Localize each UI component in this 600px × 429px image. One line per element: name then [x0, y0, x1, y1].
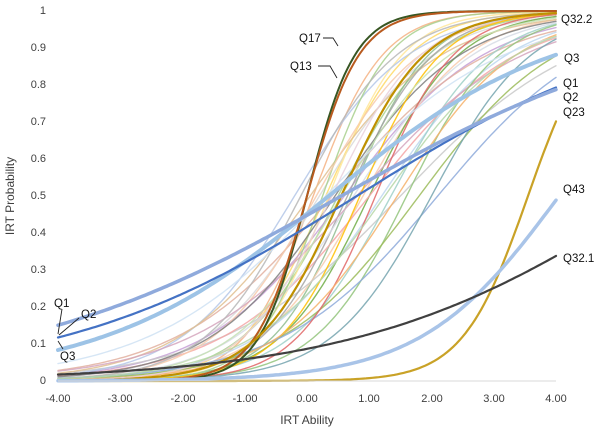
label-q23: Q23: [563, 107, 585, 119]
x-tick-label: -1.00: [232, 393, 257, 405]
y-tick-label: 0.9: [31, 42, 46, 54]
x-tick-label: -3.00: [107, 393, 132, 405]
label-q2-right: Q2: [563, 92, 578, 104]
label-q43: Q43: [563, 184, 585, 196]
labeled-curves: [56, 10, 558, 383]
curve-bg-27: [57, 12, 557, 380]
annotations: Q17 Q13 Q32.2 Q3 Q1 Q2 Q23 Q43 Q32.1 Q1 …: [54, 14, 594, 363]
x-tick-label: 0.00: [296, 393, 317, 405]
x-tick-label: -2.00: [170, 393, 195, 405]
y-tick-label: 0.3: [31, 264, 46, 276]
curve-q32-1: [56, 254, 558, 376]
leader-q2-left: [58, 317, 80, 336]
curve-bg-28: [57, 76, 557, 379]
y-tick-label: 0.8: [31, 79, 46, 91]
label-q3-left: Q3: [60, 351, 75, 363]
curve-q2: [56, 87, 558, 327]
y-tick-labels: 1 0.9 0.8 0.7 0.6 0.5 0.4 0.3 0.2 0.1 0: [31, 5, 46, 387]
x-tick-labels: -4.00 -3.00 -2.00 -1.00 0.00 1.00 2.00 3…: [45, 393, 566, 405]
curve-bg-21: [57, 41, 557, 372]
y-tick-label: 1: [40, 5, 46, 17]
label-q3-right: Q3: [564, 53, 579, 65]
x-tick-label: 4.00: [545, 393, 566, 405]
curve-bg-23: [57, 20, 557, 378]
label-q2-left: Q2: [81, 309, 96, 321]
x-tick-label: 1.00: [358, 393, 379, 405]
y-tick-label: 0: [40, 375, 46, 387]
annotation-leaders: [57, 37, 339, 350]
x-tick-label: 3.00: [483, 393, 504, 405]
x-axis-title: IRT Ability: [280, 413, 334, 427]
curve-bg-34: [57, 35, 557, 380]
x-tick-label: -4.00: [45, 393, 70, 405]
leader-q17: [323, 37, 339, 47]
label-q32-1: Q32.1: [563, 253, 594, 265]
y-tick-label: 0.4: [31, 227, 46, 239]
label-q1-left: Q1: [54, 298, 69, 310]
y-tick-label: 0.5: [31, 190, 46, 202]
leader-q3-left: [57, 340, 64, 350]
curve-bg-33: [57, 38, 557, 382]
curve-q3: [56, 52, 558, 352]
label-q1-right: Q1: [563, 78, 578, 90]
curve-bg-18: [57, 22, 557, 380]
y-tick-label: 0.2: [31, 301, 46, 313]
label-q13: Q13: [290, 61, 312, 73]
label-q32-2: Q32.2: [561, 14, 592, 26]
leader-q13: [318, 65, 338, 79]
x-tick-label: 2.00: [421, 393, 442, 405]
curve-bg-9: [57, 30, 557, 372]
y-tick-label: 0.6: [31, 153, 46, 165]
label-q17: Q17: [299, 33, 321, 45]
curve-q32-2: [56, 12, 558, 382]
y-axis-title: IRT Probability: [3, 157, 17, 235]
y-tick-label: 0.1: [31, 338, 46, 350]
y-tick-label: 0.7: [31, 116, 46, 128]
leader-q1-left: [57, 308, 63, 335]
